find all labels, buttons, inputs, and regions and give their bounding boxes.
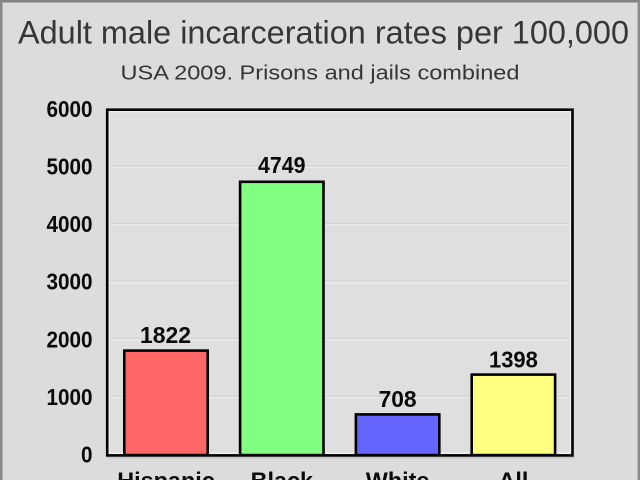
svg-text:4749: 4749 [258, 152, 306, 178]
svg-text:Hispanic: Hispanic [117, 467, 215, 480]
svg-text:All: All [498, 467, 528, 480]
svg-text:Adult male incarceration rates: Adult male incarceration rates per 100,0… [18, 15, 629, 51]
svg-text:5000: 5000 [47, 154, 93, 180]
svg-text:1822: 1822 [140, 322, 191, 348]
svg-text:4000: 4000 [47, 211, 93, 237]
svg-text:Black: Black [251, 467, 314, 480]
svg-text:1398: 1398 [489, 347, 538, 373]
svg-text:USA 2009. Prisons and jails co: USA 2009. Prisons and jails combined [121, 63, 520, 85]
svg-text:White: White [366, 467, 430, 480]
svg-text:0: 0 [81, 441, 93, 467]
svg-text:2000: 2000 [47, 326, 93, 352]
svg-text:6000: 6000 [47, 96, 93, 122]
svg-text:708: 708 [379, 386, 417, 412]
svg-text:3000: 3000 [47, 269, 93, 295]
svg-text:1000: 1000 [47, 384, 93, 410]
